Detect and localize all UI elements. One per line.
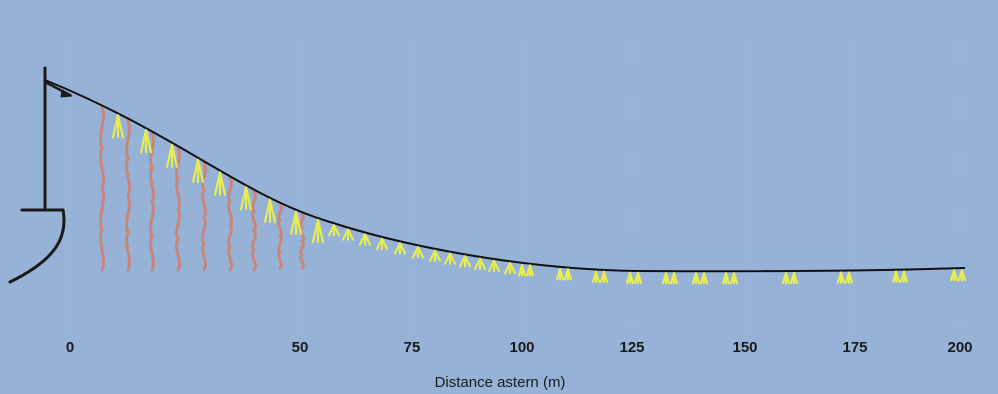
baited-hook-icon [411,246,425,259]
baited-hook-icon [358,233,372,246]
baited-hooks [111,114,967,285]
baited-hook-icon [213,171,227,196]
baited-hook-icon [487,259,501,273]
baited-hook-icon [669,272,679,285]
baited-hook-icon [289,210,303,235]
baited-hook-icon [957,269,967,282]
tick-label-125: 125 [619,339,644,356]
baited-hook-icon [393,242,407,255]
baited-hook-icon [327,224,341,237]
streamer-line-icon [149,132,155,272]
baited-hook-icon [691,272,701,285]
baited-hook-icon [633,271,643,285]
baited-hook-icon [844,271,854,284]
tick-label-175: 175 [842,339,867,356]
baited-hook-icon [263,198,277,223]
streamers [99,105,305,272]
baited-hook-icon [891,270,901,283]
baited-hook-icon [599,270,609,283]
baited-hook-icon [591,270,601,283]
tick-label-75: 75 [404,339,421,356]
baited-hook-icon [949,269,959,282]
baited-hook-icon [729,272,739,285]
baited-hook-icon [139,129,153,154]
baited-hook-icon [525,264,535,277]
baited-hook-icon [836,271,846,284]
baited-hook-icon [473,257,487,270]
tick-label-0: 0 [66,339,74,356]
vessel-hull [8,208,66,284]
axis-title: Distance astern (m) [435,374,566,391]
baited-hook-icon [789,271,799,285]
streamer-line-icon [299,212,305,270]
baited-hook-icon [341,228,355,241]
baited-hook-icon [899,270,909,283]
baited-hook-icon [191,158,205,183]
baited-hook-icon [721,272,731,285]
baited-hook-icon [428,249,442,262]
streamer-line-icon [251,190,257,272]
baited-hook-icon [165,143,179,168]
mainline-curve [44,79,966,273]
tick-label-200: 200 [947,339,972,356]
tick-label-150: 150 [732,339,757,356]
baited-hook-icon [555,268,565,281]
baited-hook-icon [311,218,325,244]
streamer-line-icon [99,105,105,272]
tick-label-50: 50 [292,339,309,356]
baited-hook-icon [563,268,573,281]
streamer-line-icon [125,119,131,272]
baited-hook-icon [781,271,791,285]
streamer-line-icon [227,176,233,272]
baited-hook-icon [661,272,671,285]
baited-hook-icon [443,252,457,265]
baited-hook-icon [699,272,709,285]
baited-hook-icon [111,114,125,139]
attachment-arrow-icon [60,89,73,98]
distance-axis: 0 50 75 100 125 150 175 200 [66,339,973,356]
streamer-line-icon [175,146,181,272]
baited-hook-icon [458,255,472,268]
baited-hook-icon [625,271,635,285]
baited-hook-icon [239,186,253,211]
vessel-stern-icon [8,66,73,284]
baited-hook-icon [375,237,389,250]
tick-label-100: 100 [509,339,534,356]
streamer-line-icon [277,203,283,270]
baited-hook-icon [503,262,517,275]
baited-hook-icon [517,264,527,277]
